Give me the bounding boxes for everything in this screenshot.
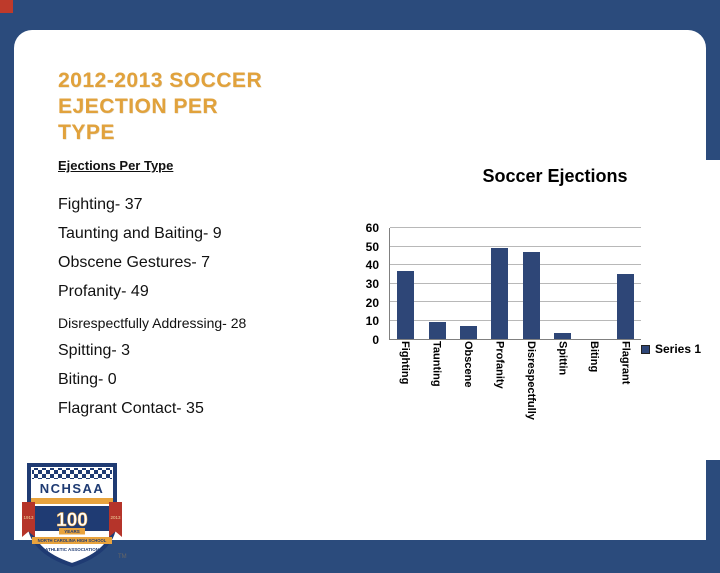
- x-axis-label: Flagrant: [619, 341, 632, 385]
- checker-band: [32, 468, 112, 479]
- slide-title-line: TYPE: [58, 121, 115, 144]
- bar-slot: [516, 228, 547, 339]
- bar-slot: [578, 228, 609, 339]
- x-axis-label: Profanity: [493, 341, 506, 389]
- stat-item: Taunting and Baiting- 9: [58, 225, 222, 242]
- bar-slot: [547, 228, 578, 339]
- slide-title-line: 2012-2013 SOCCER: [58, 69, 263, 92]
- x-axis-label: Disrespectfully: [524, 341, 537, 420]
- x-label-slot: Disrespectfully: [515, 341, 547, 456]
- x-label-slot: Spittin: [547, 341, 579, 456]
- legend-marker: [641, 344, 650, 354]
- bar-fighting: [397, 270, 415, 339]
- y-tick-label: 30: [365, 277, 379, 291]
- y-tick-label: 0: [372, 333, 379, 347]
- chart-y-axis: 0 10 20 30 40 50 60: [349, 221, 383, 347]
- bar-obscene: [459, 326, 477, 339]
- stat-item: Profanity- 49: [58, 283, 149, 300]
- logo-org-text: NCHSAA: [40, 481, 105, 496]
- logo-line1: NORTH CAROLINA HIGH SCHOOL: [38, 538, 107, 543]
- x-label-slot: Obscene: [452, 341, 484, 456]
- gridline: [390, 319, 641, 321]
- slide-title: 2012-2013 SOCCER EJECTION PER TYPE: [58, 68, 348, 146]
- logo-year-right: 2013: [110, 515, 121, 520]
- bar-slot: [484, 228, 515, 339]
- logo-big-number: 100: [56, 510, 88, 531]
- chart-plot-wrap: [389, 227, 641, 340]
- x-label-slot: Taunting: [421, 341, 453, 456]
- bar-flagrant: [616, 274, 634, 339]
- bar-slot: [453, 228, 484, 339]
- bar-profanity: [491, 248, 509, 339]
- gridline: [390, 227, 641, 228]
- chart-legend: Series 1: [641, 342, 701, 356]
- blue-band: [26, 506, 118, 531]
- stat-item: Spitting- 3: [58, 342, 131, 359]
- stat-item: Fighting- 37: [58, 196, 143, 213]
- gridline: [390, 301, 641, 303]
- chart-plot-area: [389, 227, 641, 340]
- ribbon-left: [22, 502, 35, 537]
- x-axis-label: Taunting: [430, 341, 443, 387]
- years-ribbon: [59, 528, 85, 535]
- gridline: [390, 264, 641, 266]
- nchsaa-logo-graphic: NCHSAA 1913 2013 100 YEARS NORTH CAROLIN…: [22, 463, 122, 568]
- x-axis-label: Spittin: [556, 341, 569, 376]
- x-label-slot: Profanity: [484, 341, 516, 456]
- x-label-slot: Fighting: [389, 341, 421, 456]
- logo-line2: ATHLETIC ASSOCIATION: [45, 547, 99, 552]
- bar-slot: [421, 228, 452, 339]
- y-tick-label: 20: [365, 295, 379, 310]
- bar-spittin: [554, 333, 572, 339]
- bar-taunting: [428, 322, 446, 339]
- gridline: [390, 282, 641, 284]
- bar-disrespectfully: [522, 252, 540, 339]
- trademark-symbol: TM: [118, 554, 127, 560]
- y-tick-label: 50: [365, 239, 379, 254]
- content-panel: 2012-2013 SOCCER EJECTION PER TYPE Eject…: [14, 30, 720, 568]
- gold-band-top: [31, 498, 113, 504]
- y-tick-label: 60: [365, 221, 379, 235]
- gridline: [390, 245, 641, 247]
- bar-slot: [390, 228, 421, 339]
- x-axis-label: Fighting: [398, 341, 411, 385]
- chart-x-labels: Fighting Taunting Obscene Profanity Disrespe…: [389, 341, 641, 456]
- y-tick-label: 10: [365, 314, 379, 329]
- ejections-bar-chart: Soccer Ejections 0 10 20 30 40 50 60 Fighting T…: [349, 160, 720, 460]
- slide-title-line: EJECTION PER: [58, 95, 219, 118]
- x-label-slot: Flagrant: [610, 341, 642, 456]
- stats-list: Fighting- 37 Taunting and Baiting- 9 Obs…: [58, 195, 348, 418]
- ribbon-right: [109, 502, 122, 537]
- logo-years-label: YEARS: [64, 529, 80, 534]
- text-column: 2012-2013 SOCCER EJECTION PER TYPE Eject…: [58, 68, 348, 428]
- y-tick-label: 40: [365, 258, 379, 273]
- stat-item: Biting- 0: [58, 371, 117, 388]
- stat-item: Obscene Gestures- 7: [58, 254, 211, 271]
- corner-accent-square: [0, 0, 13, 13]
- stat-item: Flagrant Contact- 35: [58, 400, 204, 417]
- x-label-slot: Biting: [578, 341, 610, 456]
- x-axis-label: Biting: [587, 341, 600, 373]
- logo-year-left: 1913: [23, 515, 34, 520]
- legend-label: Series 1: [655, 342, 702, 356]
- stat-item: Disrespectfully Addressing- 28: [58, 315, 247, 331]
- chart-title: Soccer Ejections: [482, 166, 628, 186]
- stats-heading: Ejections Per Type: [58, 158, 174, 173]
- x-axis-label: Obscene: [461, 341, 474, 388]
- bar-slot: [610, 228, 641, 339]
- nchsaa-logo: NCHSAA 1913 2013 100 YEARS NORTH CAROLIN…: [22, 462, 132, 570]
